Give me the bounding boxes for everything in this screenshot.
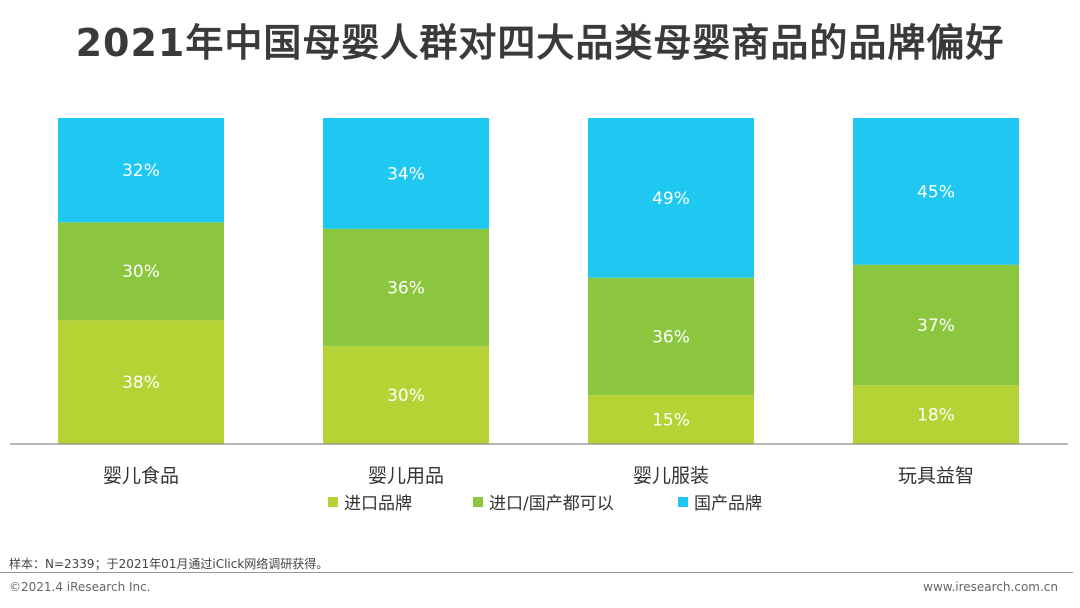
bar-segment: [588, 118, 754, 278]
data-label: 37%: [917, 316, 955, 336]
legend-label: 进口/国产都可以: [489, 494, 614, 514]
bar-segment: [323, 346, 489, 444]
data-label: 38%: [122, 373, 160, 393]
bar-segment: [853, 118, 1019, 265]
data-label: 36%: [652, 327, 690, 347]
sample-note: 样本：N=2339；于2021年01月通过iClick网络调研获得。: [9, 557, 329, 571]
legend-swatch: [328, 496, 338, 507]
legend-item: 进口品牌: [328, 489, 412, 514]
data-label: 15%: [652, 411, 690, 431]
bar-segment: [853, 385, 1019, 444]
bar-segment: [323, 228, 489, 347]
data-label: 30%: [122, 262, 160, 282]
bar-segment: [853, 264, 1019, 386]
bar-segment: [58, 222, 224, 321]
legend-swatch: [678, 496, 688, 507]
data-label: 18%: [917, 406, 955, 426]
bar-segment: [58, 118, 224, 223]
legend-label: 进口品牌: [344, 494, 412, 514]
legend-label: 国产品牌: [694, 494, 762, 514]
legend-item: 国产品牌: [678, 489, 762, 514]
bar-segment: [58, 320, 224, 444]
copyright-text: ©2021.4 iResearch Inc.: [9, 580, 151, 594]
data-label: 36%: [387, 279, 425, 299]
data-label: 32%: [122, 161, 160, 181]
data-label: 30%: [387, 386, 425, 406]
bar-segment: [588, 277, 754, 396]
data-label: 34%: [387, 164, 425, 184]
footer-divider: [0, 572, 1073, 573]
website-text: www.iresearch.com.cn: [923, 580, 1058, 594]
chart-title: 2021年中国母婴人群对四大品类母婴商品的品牌偏好: [75, 21, 1005, 65]
bars-group: 38% 30% 32% 30% 36% 34% 15% 36% 49% 18% 37% 45%: [58, 118, 1019, 444]
category-label: 婴儿服装: [633, 465, 709, 487]
data-label: 45%: [917, 182, 955, 202]
legend-item: 进口/国产都可以: [473, 489, 614, 514]
bar-segment: [323, 118, 489, 229]
data-label: 49%: [652, 189, 690, 209]
bar-segment: [588, 395, 754, 444]
category-labels-group: 婴儿食品 婴儿用品 婴儿服装 玩具益智: [103, 465, 974, 487]
category-label: 玩具益智: [898, 465, 974, 487]
category-label: 婴儿用品: [368, 465, 444, 487]
category-label: 婴儿食品: [103, 465, 179, 487]
legend-swatch: [473, 496, 483, 507]
